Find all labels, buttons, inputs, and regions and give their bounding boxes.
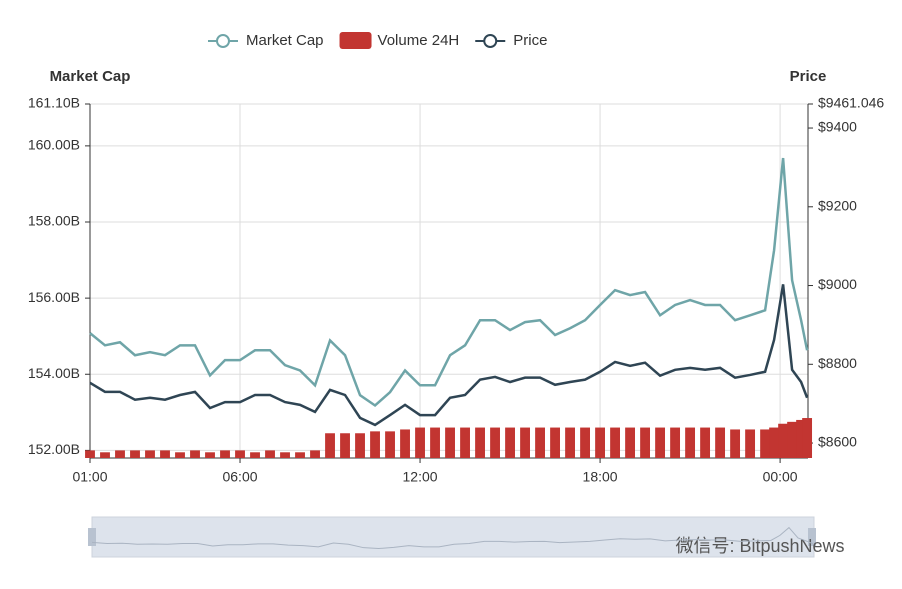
bar: [745, 429, 756, 458]
bar: [220, 450, 230, 458]
y2-tick-label: $8600: [818, 434, 857, 450]
bar: [115, 450, 125, 458]
bar: [295, 452, 305, 458]
bar: [610, 427, 621, 458]
y2-axis-title: Price: [790, 68, 827, 85]
y-tick-label: 156.00B: [28, 289, 80, 305]
line: [89, 157, 809, 408]
zoom-slider[interactable]: [91, 516, 815, 558]
bar: [580, 427, 590, 458]
bar: [655, 427, 666, 458]
bar: [145, 450, 155, 458]
y2-tick-label: $9461.046: [818, 95, 884, 111]
bar: [802, 418, 813, 458]
bar: [310, 450, 320, 458]
legend-label: Market Cap: [246, 32, 324, 49]
bar: [640, 427, 651, 458]
y2-tick-label: $9200: [818, 197, 857, 213]
legend-swatch: [216, 34, 230, 48]
bar: [565, 427, 575, 458]
x-tick-label: 18:00: [583, 469, 618, 485]
bar: [670, 427, 681, 458]
bar: [700, 427, 711, 458]
bar: [385, 431, 395, 458]
bar: [235, 450, 245, 458]
bar: [475, 427, 485, 458]
legend-item[interactable]: Market Cap: [208, 32, 324, 49]
bar: [340, 433, 350, 458]
bar: [445, 427, 455, 458]
x-tick-label: 00:00: [763, 469, 798, 485]
bar: [130, 450, 140, 458]
bar: [85, 450, 95, 458]
legend-swatch: [339, 32, 372, 49]
zoom-handle[interactable]: [808, 528, 816, 546]
bar: [265, 450, 275, 458]
bar: [550, 427, 560, 458]
bar: [355, 433, 365, 458]
watermark: 微信号: BitpushNews: [675, 536, 844, 556]
y-tick-label: 154.00B: [28, 365, 80, 381]
bar: [625, 427, 636, 458]
bar: [505, 427, 515, 458]
bar: [520, 427, 530, 458]
legend-label: Volume 24H: [378, 32, 460, 49]
y-tick-label: 152.00B: [28, 441, 80, 457]
bar: [490, 427, 500, 458]
bar: [769, 427, 780, 458]
bar: [778, 423, 789, 458]
bar: [535, 427, 545, 458]
y-tick-label: 161.10B: [28, 95, 80, 111]
bar: [175, 452, 185, 458]
bar: [796, 419, 807, 458]
y2-tick-label: $9000: [818, 276, 857, 292]
bar: [370, 431, 380, 458]
bar: [160, 450, 170, 458]
bar: [760, 429, 771, 458]
legend-swatch: [483, 34, 498, 48]
bar: [400, 429, 410, 458]
y-tick-label: 160.00B: [28, 137, 80, 153]
slider-preview: [91, 526, 814, 550]
x-tick-label: 01:00: [72, 469, 107, 485]
legend-label: Price: [513, 32, 547, 49]
bar: [685, 427, 696, 458]
x-tick-label: 06:00: [222, 469, 257, 485]
y2-tick-label: $8800: [818, 355, 857, 371]
bar: [430, 427, 440, 458]
bar: [190, 450, 200, 458]
bar: [715, 427, 726, 458]
y2-tick-label: $9400: [818, 119, 857, 135]
bar: [100, 452, 110, 458]
bar: [205, 452, 215, 458]
bar: [787, 421, 798, 458]
line: [89, 284, 809, 427]
legend-item[interactable]: Price: [475, 32, 547, 49]
y-axis-title: Market Cap: [50, 68, 131, 85]
y-tick-label: 158.00B: [28, 213, 80, 229]
legend-item[interactable]: Volume 24H: [339, 32, 460, 49]
bar: [325, 433, 335, 458]
bar: [415, 427, 425, 458]
x-tick-label: 12:00: [403, 469, 438, 485]
bar: [280, 452, 290, 458]
bar: [595, 427, 605, 458]
bar: [460, 427, 470, 458]
bar: [250, 452, 260, 458]
bar: [730, 429, 741, 458]
zoom-handle[interactable]: [88, 528, 96, 546]
